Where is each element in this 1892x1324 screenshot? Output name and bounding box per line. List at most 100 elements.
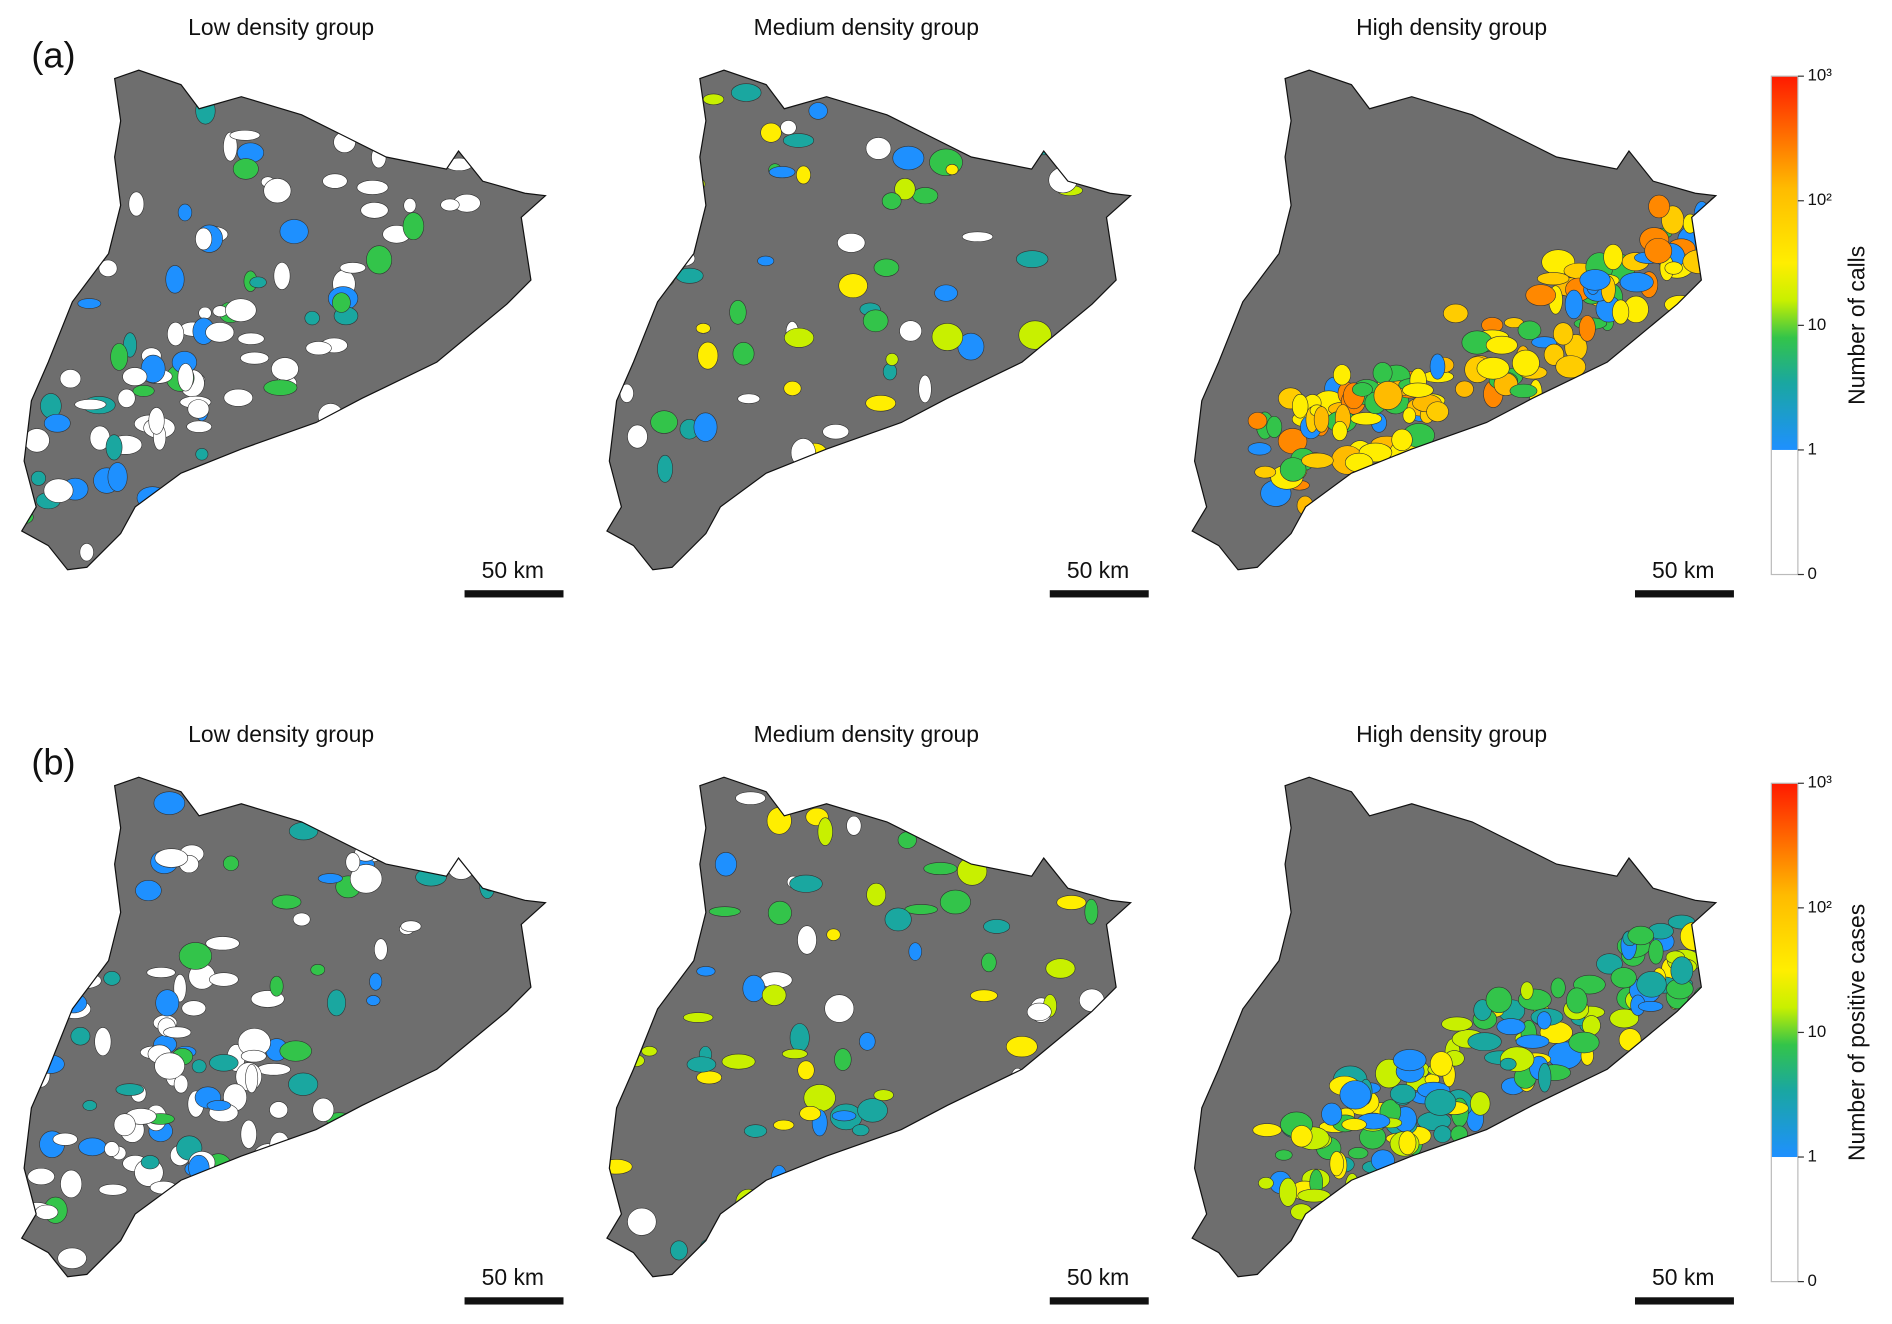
municipality (939, 540, 957, 552)
municipality (187, 399, 210, 419)
municipality (245, 1063, 259, 1094)
municipality (615, 896, 634, 913)
municipality (785, 1181, 806, 1201)
map (1191, 776, 1717, 1278)
municipality (862, 1148, 894, 1160)
colorbar-tick-label: 10 (1808, 315, 1827, 334)
municipality (271, 357, 299, 381)
municipality (781, 1048, 808, 1059)
municipality (1005, 538, 1032, 561)
municipality (303, 484, 337, 501)
scale-bar-label: 50 km (1067, 1264, 1129, 1290)
municipality (702, 93, 725, 106)
municipality (1603, 243, 1624, 270)
municipality (136, 486, 169, 510)
municipality (744, 539, 763, 555)
municipality (931, 322, 964, 351)
municipality (472, 777, 506, 791)
municipality (615, 276, 643, 299)
municipality (223, 388, 254, 407)
municipality (75, 809, 103, 833)
municipality (934, 284, 958, 302)
municipality (440, 198, 460, 212)
municipality (918, 374, 932, 404)
municipality (279, 1040, 312, 1062)
municipality (1049, 1153, 1077, 1169)
municipality (40, 169, 71, 199)
municipality (893, 806, 915, 823)
municipality (657, 895, 671, 917)
municipality (263, 178, 292, 204)
municipality (984, 1129, 1001, 1150)
municipality (708, 906, 741, 917)
municipality (371, 145, 387, 169)
municipality (1692, 986, 1714, 1014)
municipality (369, 972, 383, 991)
municipality (667, 123, 689, 135)
municipality (412, 109, 446, 136)
municipality (209, 1054, 239, 1072)
municipality (874, 493, 890, 509)
municipality (263, 379, 298, 396)
municipality (894, 178, 916, 201)
municipality (223, 855, 239, 872)
municipality (768, 166, 796, 179)
municipality (696, 1070, 722, 1085)
municipality (846, 815, 862, 836)
municipality (476, 162, 503, 176)
panel-label: (a) (31, 35, 75, 76)
municipality (961, 231, 994, 242)
municipality (310, 964, 326, 976)
municipality (113, 1113, 136, 1137)
municipality (1619, 272, 1654, 293)
municipality (263, 777, 294, 791)
municipality (1564, 289, 1583, 320)
municipality (609, 797, 637, 821)
municipality (304, 310, 320, 326)
municipality (101, 98, 120, 122)
municipality (1682, 213, 1698, 234)
municipality (739, 1216, 761, 1227)
municipality (67, 972, 102, 989)
municipality (732, 341, 755, 366)
municipality (198, 306, 212, 320)
municipality (449, 840, 478, 857)
municipality (622, 283, 645, 313)
colorbar-tick-label: 1 (1808, 1146, 1817, 1165)
municipality (165, 265, 185, 294)
municipality (135, 880, 162, 902)
municipality (1313, 406, 1330, 433)
colorbar-gradient (1771, 76, 1798, 450)
municipality (683, 1012, 714, 1023)
municipality (859, 451, 877, 480)
colorbar-tick-label: 10² (1808, 897, 1833, 916)
municipality (859, 1032, 876, 1051)
municipality (695, 322, 711, 334)
municipality (1022, 384, 1049, 402)
municipality (974, 1102, 1007, 1126)
municipality (98, 259, 118, 277)
municipality (1578, 315, 1596, 342)
municipality (673, 801, 691, 824)
municipality (1568, 1031, 1600, 1054)
municipality (641, 1045, 658, 1057)
municipality (892, 145, 925, 171)
municipality (697, 341, 719, 370)
municipality (674, 174, 706, 194)
municipality (122, 367, 148, 387)
municipality (356, 777, 388, 792)
municipality (1555, 355, 1586, 379)
region-base (606, 777, 1131, 1277)
municipality (670, 1240, 688, 1261)
municipality (317, 403, 344, 429)
municipality (1279, 457, 1307, 482)
municipality (132, 385, 155, 397)
municipality (273, 454, 291, 476)
scale-bar (1049, 1297, 1149, 1305)
municipality (1024, 76, 1055, 104)
municipality (226, 777, 241, 795)
municipality (349, 864, 383, 894)
municipality (163, 1026, 192, 1039)
municipality (21, 912, 37, 926)
map-title: High density group (1356, 14, 1547, 40)
